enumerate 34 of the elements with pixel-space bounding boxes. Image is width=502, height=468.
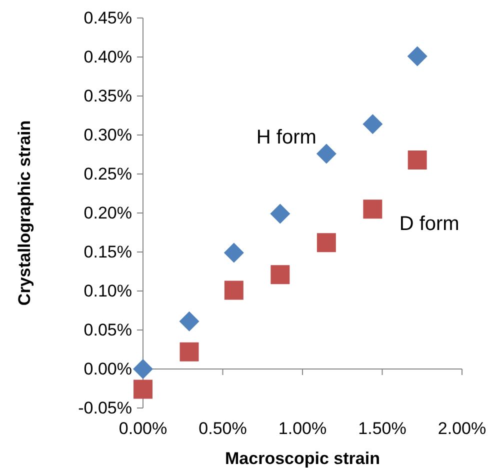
y-tick-label: 0.15% [84, 242, 132, 262]
point [133, 359, 153, 379]
point [224, 242, 244, 263]
point [363, 200, 382, 219]
x-tick-label: 2.00% [438, 419, 486, 438]
y-tick-label: 0.40% [84, 47, 132, 66]
x-tick-label: 0.50% [198, 419, 247, 438]
point [270, 265, 290, 284]
point [270, 204, 290, 224]
y-tick-label: 0.10% [84, 281, 132, 300]
point [316, 233, 336, 252]
point [179, 311, 200, 332]
y-tick-label: 0.35% [84, 86, 132, 106]
series-label: D form [399, 212, 460, 235]
x-tick-label: 0.00% [118, 419, 168, 438]
y-tick-label: 0.25% [84, 164, 132, 184]
x-tick-label: 1.00% [278, 419, 327, 438]
point [224, 280, 244, 300]
y-tick-label: 0.30% [84, 125, 132, 144]
y-axis-title: Crystallographic strain [15, 120, 34, 306]
point [407, 46, 428, 66]
y-tick-label: 0.45% [84, 8, 132, 28]
y-tick-label: 0.05% [84, 320, 132, 340]
point [316, 144, 336, 164]
point [408, 150, 427, 170]
point [134, 380, 152, 399]
y-tick-label: -0.05% [78, 398, 132, 418]
y-tick-label: 0.20% [84, 203, 132, 222]
point [362, 114, 383, 134]
y-tick-label: 0.00% [84, 359, 132, 378]
series-label: H form [256, 126, 316, 149]
x-tick-label: 1.50% [358, 419, 406, 438]
point [180, 342, 199, 362]
x-axis-title: Macroscopic strain [225, 449, 380, 468]
